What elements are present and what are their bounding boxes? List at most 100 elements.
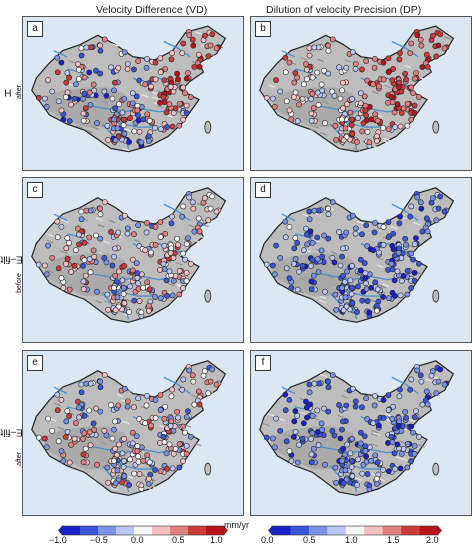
gnss-station-marker [315,101,322,108]
gnss-station-marker [325,378,332,385]
gnss-station-marker [364,128,371,135]
vd-tick-2: 0.0 [131,535,144,545]
gnss-station-marker [183,241,190,247]
gnss-station-marker [63,79,70,86]
colorbar-segment [116,526,135,535]
gnss-station-marker [170,428,177,434]
gnss-station-marker [81,74,88,81]
gnss-station-marker [314,234,321,241]
gnss-station-marker [331,259,338,266]
gnss-station-marker [144,220,150,226]
gnss-station-marker [391,450,398,457]
gnss-station-marker [176,122,183,129]
gnss-station-marker [308,451,315,458]
gnss-station-marker [410,256,416,263]
gnss-station-marker [294,413,301,419]
island [432,120,440,134]
gnss-station-marker [83,380,90,387]
gnss-station-marker [308,262,314,269]
colorbar-arrow-left [58,526,62,535]
gnss-station-marker [322,288,328,295]
gnss-station-marker [391,109,398,116]
gnss-station-marker [166,441,173,448]
gnss-station-marker [108,229,114,235]
gnss-station-marker [76,76,82,82]
gnss-station-marker [205,217,212,224]
gnss-station-marker [437,366,444,373]
gnss-station-marker [147,83,154,90]
gnss-station-marker [80,451,87,458]
gnss-station-marker [124,403,131,410]
gnss-station-marker [370,247,377,254]
gnss-station-marker [306,52,313,59]
gnss-station-marker [349,116,355,123]
gnss-station-marker [97,70,104,77]
gnss-station-marker [182,256,188,263]
gnss-station-marker [373,302,380,309]
gnss-station-marker [325,384,332,391]
gnss-station-marker [43,271,50,278]
gnss-station-marker [83,44,90,51]
gnss-station-marker [166,268,173,275]
gnss-station-marker [142,420,149,427]
gnss-station-marker [408,250,415,257]
gnss-station-marker [183,75,190,82]
colorbar-frame [271,525,439,536]
gnss-station-marker [58,275,65,282]
gnss-station-marker [135,117,142,124]
gnss-station-marker [131,66,137,73]
gnss-station-marker [424,228,431,235]
gnss-station-marker [403,76,409,83]
gnss-station-marker [116,268,122,275]
gnss-station-marker [325,205,332,212]
gnss-station-marker [403,414,409,421]
gnss-station-marker [126,309,132,315]
gnss-station-marker [180,40,187,47]
gnss-station-marker [189,36,196,43]
gnss-station-marker [86,407,93,414]
gnss-station-marker [145,475,152,482]
gnss-station-marker [134,443,141,450]
gnss-station-marker [339,253,345,260]
gnss-station-marker [263,261,270,268]
gnss-station-marker [213,208,220,215]
gnss-station-marker [402,70,409,77]
gnss-station-marker [339,457,345,464]
gnss-station-marker [303,231,310,238]
gnss-station-marker [120,291,127,297]
gnss-station-marker [418,42,425,49]
gnss-station-marker [105,137,112,143]
gnss-station-marker [81,239,88,246]
gnss-station-marker [78,381,85,388]
gnss-station-marker [375,249,382,256]
gnss-station-marker [291,418,298,425]
gnss-station-marker [321,67,327,74]
island [432,289,440,303]
gnss-station-marker [373,137,380,144]
gnss-station-marker [372,55,378,62]
gnss-station-marker [380,125,386,131]
colorbar-arrow-left [268,526,272,535]
gnss-station-marker [93,232,99,239]
gnss-station-marker [63,418,70,425]
gnss-station-marker [310,445,317,452]
gnss-station-marker [183,278,190,284]
gnss-station-marker [321,232,327,239]
gnss-station-marker [429,32,436,39]
gnss-station-marker [75,61,81,68]
gnss-station-marker [303,404,310,411]
gnss-station-marker [157,126,164,133]
gnss-station-marker [78,216,85,223]
colorbar-svg [58,525,228,536]
gnss-station-marker [176,464,183,471]
gnss-station-marker [119,109,126,116]
gnss-station-marker [331,432,338,439]
gnss-station-marker [411,451,418,457]
gnss-station-marker [339,426,345,433]
gnss-station-marker [296,441,302,448]
gnss-station-marker [344,268,350,275]
gnss-station-marker [68,101,74,108]
gnss-station-marker [116,101,122,108]
colorbar-segment [272,526,291,535]
gnss-station-marker [174,235,181,242]
